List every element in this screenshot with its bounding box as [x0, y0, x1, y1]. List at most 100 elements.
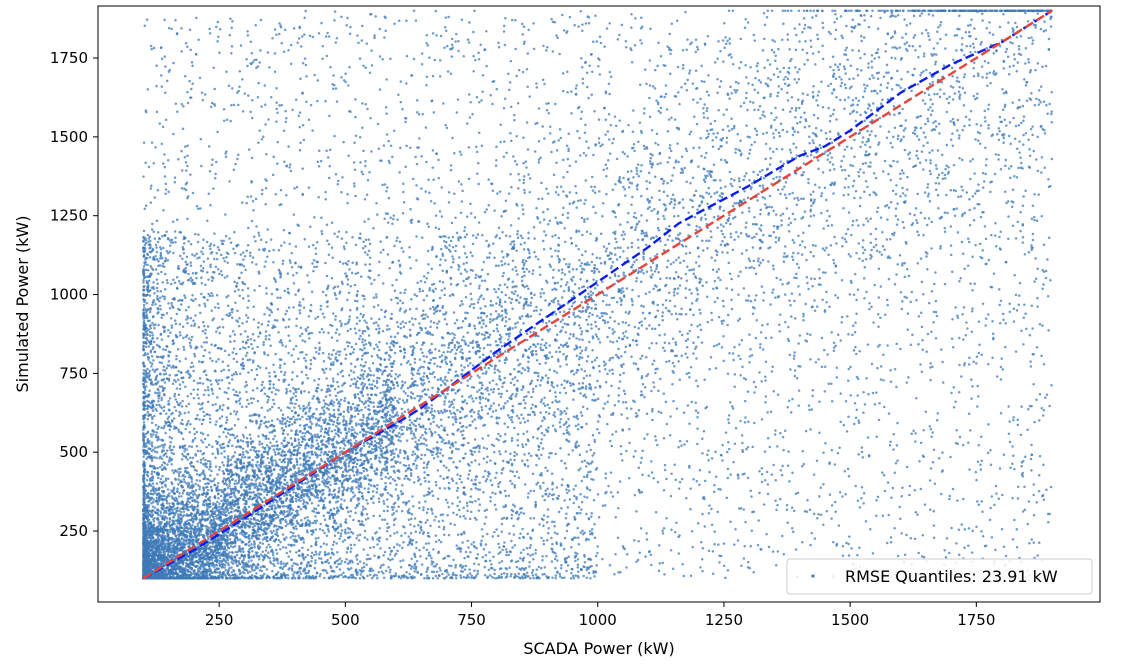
scatter-point: [654, 315, 658, 318]
scatter-point: [401, 399, 405, 402]
scatter-point: [422, 461, 426, 465]
scatter-point: [918, 161, 922, 165]
scatter-point: [1037, 89, 1041, 92]
scatter-point: [703, 213, 707, 216]
scatter-point: [769, 156, 772, 160]
scatter-point: [361, 341, 364, 344]
scatter-point: [845, 46, 849, 50]
scatter-point: [662, 437, 666, 440]
scatter-point: [877, 296, 881, 299]
scatter-point: [274, 459, 277, 463]
scatter-point: [837, 68, 841, 72]
scatter-point: [381, 329, 385, 333]
scatter-point: [881, 98, 884, 102]
scatter-point: [547, 320, 551, 323]
scatter-point: [513, 367, 516, 371]
scatter-point: [421, 424, 425, 428]
scatter-point: [663, 349, 666, 352]
scatter-point: [445, 379, 449, 382]
scatter-point: [832, 258, 835, 262]
scatter-point: [919, 211, 923, 215]
scatter-point: [728, 213, 731, 217]
scatter-point: [677, 256, 680, 259]
scatter-point: [809, 153, 813, 157]
scatter-point: [780, 87, 783, 91]
scatter-point: [807, 178, 810, 181]
scatter-point: [251, 458, 254, 462]
scatter-point: [932, 47, 936, 50]
scatter-point: [866, 129, 869, 133]
scatter-point: [343, 530, 347, 534]
scatter-point: [363, 347, 366, 350]
scatter-point: [951, 132, 954, 136]
scatter-point: [589, 290, 593, 293]
scatter-point: [413, 357, 417, 361]
scatter-point: [1007, 21, 1010, 24]
scatter-point: [783, 293, 787, 296]
scatter-point: [899, 86, 902, 89]
scatter-point: [713, 119, 717, 123]
scatter-point: [574, 344, 578, 347]
scatter-point: [286, 465, 289, 468]
scatter-point: [672, 261, 675, 264]
scatter-point: [788, 353, 792, 357]
scatter-point: [471, 339, 475, 343]
scatter-point: [875, 152, 878, 155]
scatter-point: [507, 263, 510, 266]
scatter-point: [802, 318, 805, 322]
scatter-point: [816, 9, 820, 12]
scatter-point: [415, 417, 419, 420]
scatter-point: [784, 9, 787, 12]
scatter-point: [589, 448, 592, 452]
scatter-point: [517, 217, 520, 220]
scatter-point: [879, 16, 882, 20]
scatter-point: [844, 232, 848, 236]
scatter-point: [857, 99, 861, 103]
scatter-point: [614, 515, 617, 519]
scatter-point: [812, 96, 815, 99]
scatter-point: [1044, 276, 1048, 280]
scatter-point: [523, 421, 527, 424]
scatter-point: [944, 177, 947, 180]
scatter-point: [825, 198, 828, 202]
scatter-point: [778, 323, 781, 327]
scatter-point: [866, 107, 870, 110]
scatter-point: [703, 180, 707, 184]
scatter-point: [890, 76, 894, 80]
scatter-point: [738, 185, 742, 189]
scatter-point: [893, 126, 897, 130]
scatter-point: [985, 72, 989, 75]
scatter-point: [762, 233, 765, 237]
scatter-point: [878, 116, 882, 120]
scatter-point: [620, 354, 623, 358]
scatter-point: [392, 456, 396, 459]
scatter-point: [692, 352, 695, 355]
scatter-point: [492, 329, 495, 333]
scatter-point: [965, 44, 968, 48]
scatter-point: [541, 348, 545, 352]
scatter-point: [379, 391, 382, 395]
scatter-point: [1005, 124, 1008, 127]
scatter-point: [797, 9, 801, 12]
scatter-point: [464, 311, 467, 314]
scatter-point: [820, 129, 823, 132]
scatter-point: [481, 372, 485, 375]
scatter-point: [399, 327, 403, 330]
scatter-point: [791, 212, 795, 216]
scatter-point: [907, 274, 911, 278]
scatter-point: [789, 59, 792, 63]
scatter-point: [569, 384, 573, 387]
scatter-point: [725, 160, 728, 164]
scatter-point: [278, 458, 282, 461]
scatter-point: [377, 425, 380, 429]
scatter-point: [812, 113, 816, 117]
scatter-point: [584, 348, 587, 352]
scatter-point: [514, 290, 517, 293]
scatter-point: [460, 364, 463, 367]
scatter-point: [594, 386, 597, 389]
scatter-point: [538, 362, 541, 366]
scatter-point: [439, 448, 443, 451]
scatter-point: [753, 306, 756, 310]
scatter-point: [668, 276, 672, 280]
scatter-point: [527, 347, 531, 351]
